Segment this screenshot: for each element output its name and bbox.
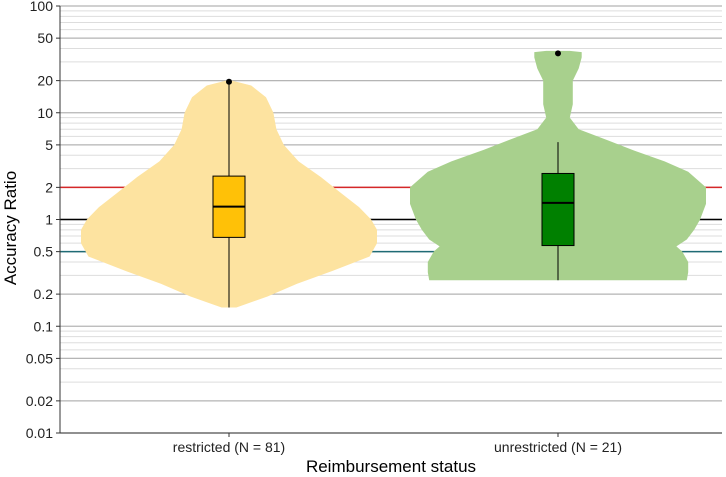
- boxplot-2: [541, 50, 575, 281]
- iqr-box: [541, 172, 575, 247]
- y-tick-label: 0.5: [34, 244, 54, 260]
- y-tick-label: 0.2: [34, 286, 54, 302]
- boxplot-1: [212, 78, 246, 308]
- y-tick-label: 5: [45, 137, 53, 153]
- y-tick-label: 0.1: [34, 318, 54, 334]
- y-tick-label: 1: [45, 212, 53, 228]
- violins: [81, 50, 706, 308]
- outlier-point: [226, 78, 232, 85]
- axes: 0.01 0.02 0.05 0.1 0.2 0.5 1 2 5 10 20 50 100 restric…: [26, 0, 722, 455]
- x-axis-title: Reimbursement status: [306, 457, 476, 476]
- y-tick-label: 20: [37, 73, 53, 89]
- y-tick-label: 2: [45, 179, 53, 195]
- y-tick-label: 0.05: [26, 350, 53, 366]
- y-tick-label: 10: [37, 105, 53, 121]
- y-tick-label: 50: [37, 30, 53, 46]
- y-tick-label: 100: [30, 0, 54, 14]
- y-axis-title: Accuracy Ratio: [1, 171, 20, 285]
- outlier-point: [555, 50, 561, 57]
- x-tick-label: unrestricted (N = 21): [494, 439, 622, 455]
- x-tick-label: restricted (N = 81): [173, 439, 285, 455]
- y-tick-label: 0.02: [26, 393, 53, 409]
- y-tick-label: 0.01: [26, 425, 53, 441]
